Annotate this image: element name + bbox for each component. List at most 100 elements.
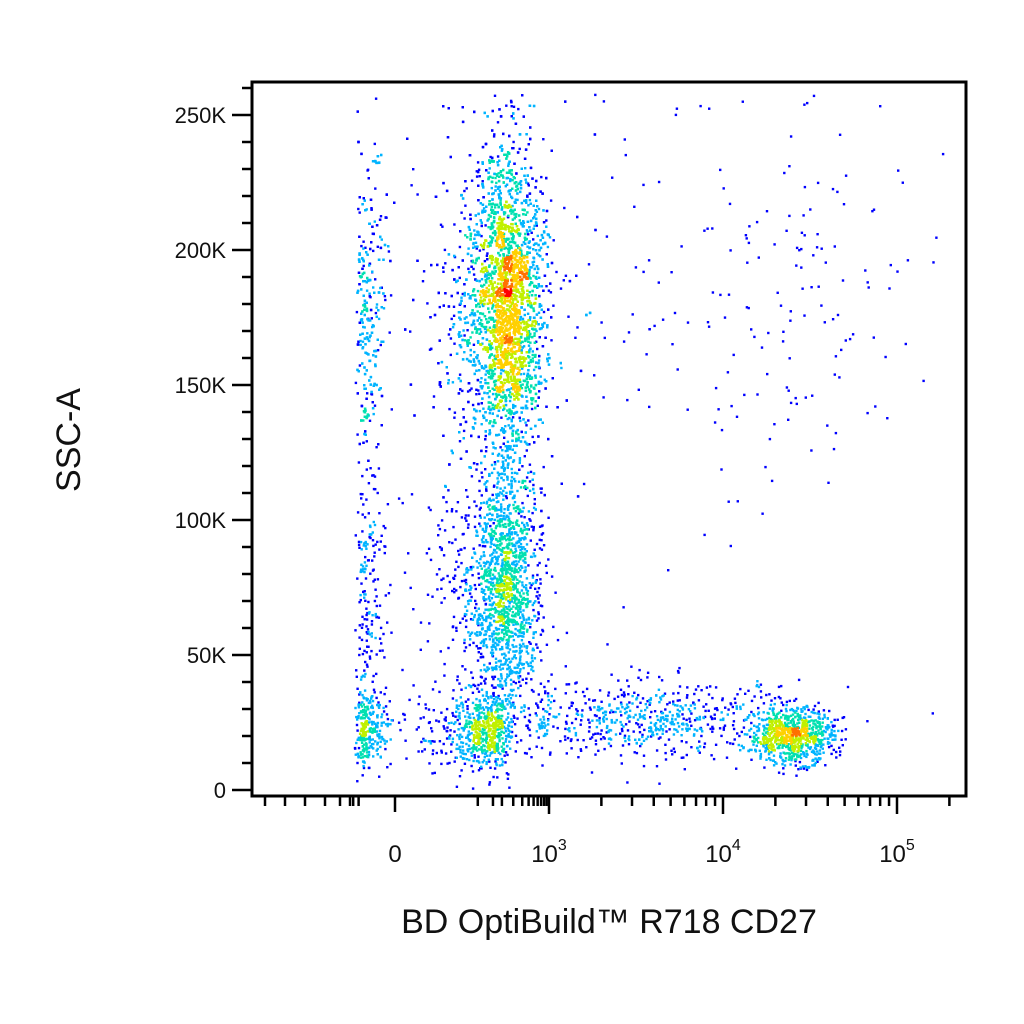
- event-dot: [539, 700, 542, 703]
- event-dot: [476, 289, 480, 293]
- event-dot: [576, 326, 579, 329]
- event-dot: [513, 632, 517, 635]
- event-dot: [511, 218, 515, 221]
- event-dot: [782, 767, 785, 770]
- event-dot: [523, 704, 526, 707]
- event-dot: [521, 501, 524, 505]
- event-dot: [482, 186, 485, 189]
- event-dot: [542, 138, 545, 141]
- event-dot: [485, 644, 488, 647]
- event-dot: [489, 612, 492, 616]
- event-dot: [496, 121, 500, 124]
- event-dot: [364, 541, 368, 545]
- event-dot: [518, 416, 521, 420]
- event-dot: [540, 548, 544, 551]
- event-dot: [720, 711, 723, 714]
- event-dot: [529, 360, 532, 364]
- event-dot: [543, 321, 546, 325]
- event-dot: [543, 726, 546, 729]
- event-dot: [547, 437, 550, 441]
- event-dot: [546, 245, 550, 249]
- event-dot: [529, 427, 533, 430]
- event-dot: [528, 747, 531, 751]
- event-dot: [473, 323, 476, 326]
- event-dot: [524, 242, 527, 245]
- event-dot: [466, 734, 470, 737]
- event-dot: [383, 692, 386, 696]
- event-dot: [579, 369, 583, 373]
- event-dot: [746, 261, 749, 264]
- event-dot: [459, 755, 462, 758]
- event-dot: [370, 623, 374, 626]
- event-dot: [815, 758, 819, 761]
- event-dot: [529, 266, 532, 269]
- event-dot: [363, 199, 366, 202]
- event-dot: [417, 726, 420, 729]
- event-dot: [494, 562, 497, 566]
- event-dot: [438, 527, 442, 531]
- event-dot: [528, 728, 531, 732]
- event-dot: [642, 739, 646, 742]
- event-dot: [521, 465, 524, 468]
- event-dot: [508, 740, 511, 743]
- event-dot: [511, 544, 514, 548]
- event-dot: [542, 310, 546, 314]
- event-dot: [603, 747, 606, 751]
- event-dot: [521, 581, 524, 584]
- event-dot: [727, 500, 730, 503]
- event-dot: [515, 410, 519, 414]
- event-dot: [803, 185, 807, 189]
- event-dot: [693, 728, 696, 731]
- event-dot: [491, 307, 494, 310]
- event-dot: [593, 133, 597, 136]
- event-dot: [492, 608, 496, 611]
- event-dot: [457, 553, 461, 556]
- event-dot: [519, 739, 523, 742]
- event-dot: [383, 739, 386, 742]
- event-dot: [540, 659, 543, 662]
- event-dot: [483, 530, 486, 533]
- event-dot: [780, 716, 783, 719]
- event-dot: [714, 686, 718, 689]
- event-dot: [594, 228, 597, 232]
- event-dot: [523, 455, 526, 458]
- event-dot: [596, 732, 600, 735]
- event-dot: [543, 242, 547, 245]
- event-dot: [359, 570, 362, 574]
- event-dot: [466, 495, 469, 498]
- event-dot: [479, 656, 482, 659]
- event-dot: [427, 740, 431, 743]
- event-dot: [568, 279, 572, 283]
- event-dot: [499, 752, 502, 756]
- event-dot: [474, 422, 477, 425]
- event-dot: [751, 740, 754, 743]
- event-dot: [455, 743, 459, 746]
- event-dot: [362, 590, 365, 594]
- event-dot: [483, 633, 486, 637]
- event-dot: [491, 581, 495, 585]
- event-dot: [492, 639, 495, 642]
- event-dot: [474, 703, 478, 707]
- event-dot: [534, 631, 537, 634]
- event-dot: [503, 436, 506, 439]
- event-dot: [483, 275, 487, 278]
- event-dot: [487, 192, 490, 195]
- event-dot: [531, 582, 535, 585]
- event-dot: [516, 635, 520, 638]
- event-dot: [507, 517, 511, 521]
- event-dot: [523, 236, 527, 240]
- event-dot: [482, 535, 485, 538]
- event-dot: [515, 184, 519, 187]
- event-dot: [694, 688, 698, 691]
- event-dot: [864, 269, 867, 272]
- event-dot: [536, 271, 539, 274]
- event-dot: [546, 360, 549, 363]
- event-dot: [367, 716, 370, 719]
- event-dot: [528, 251, 531, 254]
- event-dot: [525, 424, 528, 427]
- event-dot: [517, 436, 521, 439]
- event-dot: [434, 195, 438, 198]
- event-dot: [764, 465, 767, 469]
- event-dot: [720, 428, 724, 432]
- event-dot: [382, 721, 386, 724]
